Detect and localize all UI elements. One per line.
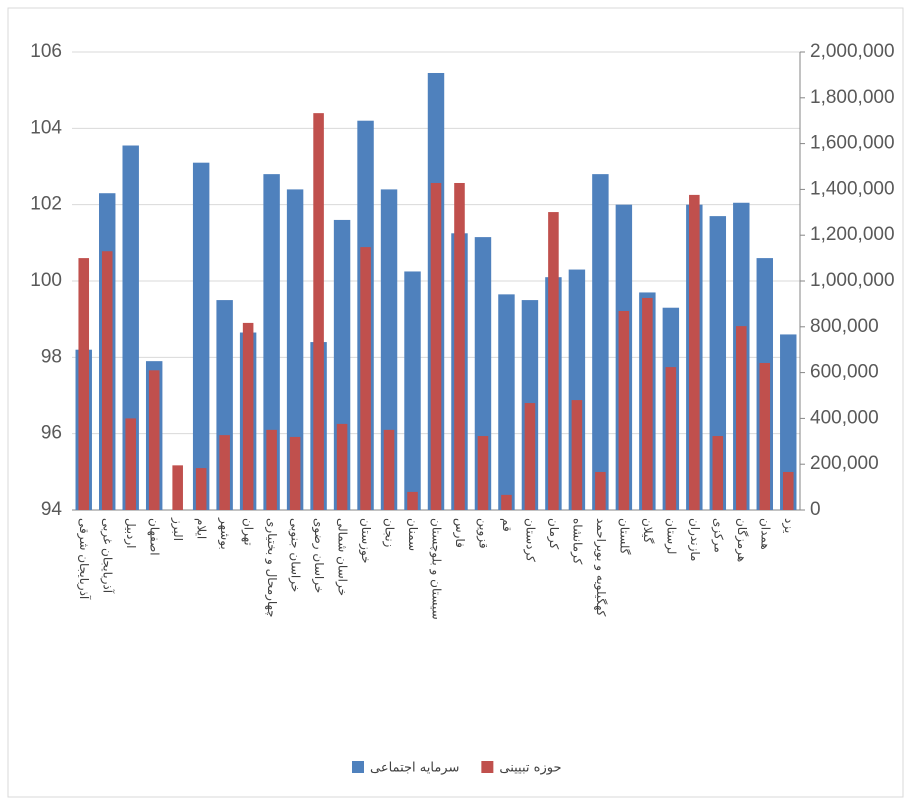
bar [712, 436, 724, 510]
bar [78, 258, 90, 510]
y2-tick-label: 800,000 [810, 316, 879, 337]
y2-tick-label: 1,000,000 [810, 270, 895, 291]
y2-tick-label: 1,800,000 [810, 87, 895, 108]
x-tick-label: کرمان [546, 518, 561, 550]
bar [780, 334, 797, 510]
bar [263, 174, 280, 510]
y2-tick-label: 1,400,000 [810, 178, 895, 199]
y-tick-label: 102 [30, 194, 62, 215]
x-tick-label: گیلان [641, 518, 655, 544]
y2-tick-label: 0 [810, 499, 821, 520]
x-tick-label: تهران [241, 518, 256, 546]
bar [571, 400, 583, 510]
bar [125, 418, 136, 510]
x-tick-label: ایلام [195, 518, 209, 539]
x-tick-label: مازندران [687, 518, 702, 561]
legend-label: سرمایه اجتماعی [370, 761, 459, 776]
x-tick-label: آذربایجان غربی [100, 518, 116, 594]
y-tick-label: 98 [41, 346, 62, 367]
bar [477, 436, 489, 510]
bar [736, 326, 747, 510]
legend-swatch [352, 761, 364, 773]
x-tick-label: زنجان [382, 518, 397, 548]
x-tick-label: بوشهر [217, 517, 232, 550]
legend-swatch [481, 761, 494, 773]
x-tick-label: البرز [170, 517, 185, 541]
bar [665, 367, 677, 510]
bar [172, 465, 183, 510]
y2-tick-label: 1,600,000 [810, 133, 895, 154]
bar [498, 294, 515, 510]
bar [195, 468, 207, 510]
x-tick-label: آذربایجان شرقی [76, 518, 92, 600]
y-tick-label: 94 [41, 499, 63, 520]
y2-tick-label: 600,000 [810, 362, 879, 383]
y2-tick-label: 200,000 [810, 453, 879, 474]
x-tick-label: اصفهان [148, 518, 162, 556]
bar [242, 322, 254, 510]
x-tick-label: خراسان شمالی [335, 518, 350, 596]
bar [192, 162, 210, 510]
x-tick-label: همدان [758, 518, 772, 550]
bar [336, 423, 348, 510]
bar [148, 370, 160, 510]
x-tick-label: خراسان جنوبی [288, 518, 303, 592]
x-tick-label: چهارمحال و بختیاری [264, 518, 279, 618]
bar [289, 436, 301, 510]
x-tick-label: قم [500, 518, 514, 532]
y-tick-label: 96 [41, 423, 62, 444]
bar [383, 429, 395, 510]
x-tick-label: مرکزی [710, 518, 725, 553]
y-tick-label: 100 [30, 270, 62, 291]
bar [266, 429, 277, 510]
x-tick-label: کردستان [522, 518, 537, 562]
bar [592, 174, 609, 510]
x-tick-label: خوزستان [358, 518, 373, 564]
y-tick-label: 104 [30, 117, 62, 138]
x-tick-label: هرمزگان [734, 518, 749, 562]
bar [407, 491, 418, 510]
legend-label: حوزه تبیینی [499, 761, 561, 776]
bar [548, 212, 559, 511]
bar [404, 271, 421, 510]
bar [759, 362, 771, 510]
x-tick-label: فارس [452, 518, 467, 548]
y2-tick-label: 400,000 [810, 407, 879, 428]
x-tick-label: لرستان [663, 518, 678, 554]
bar [618, 310, 630, 510]
y-tick-label: 106 [30, 41, 62, 62]
bar [642, 297, 653, 510]
x-tick-label: کهگیلویه و بویراحمد [593, 518, 608, 617]
bar [313, 113, 324, 510]
x-tick-label: خراسان رضوی [311, 518, 326, 593]
bar [595, 471, 606, 510]
bar [524, 403, 536, 510]
bar [219, 435, 230, 510]
y2-tick-label: 2,000,000 [810, 41, 895, 62]
bar [454, 182, 465, 510]
x-tick-label: سمنان [406, 518, 420, 551]
x-tick-label: کرمانشاه [569, 518, 584, 565]
x-tick-label: گلستان [617, 518, 631, 555]
y2-tick-label: 1,200,000 [810, 224, 895, 245]
bar [689, 194, 700, 510]
x-tick-label: یزد [781, 518, 796, 533]
x-tick-label: قزوین [475, 518, 490, 549]
bar [782, 471, 794, 510]
x-tick-label: سیستان و بلوچستان [429, 518, 444, 620]
bar [286, 189, 304, 510]
bar [101, 251, 113, 511]
bar [430, 182, 442, 510]
bar [360, 247, 371, 510]
bar [501, 494, 512, 510]
x-tick-label: اردبیل [123, 518, 138, 549]
